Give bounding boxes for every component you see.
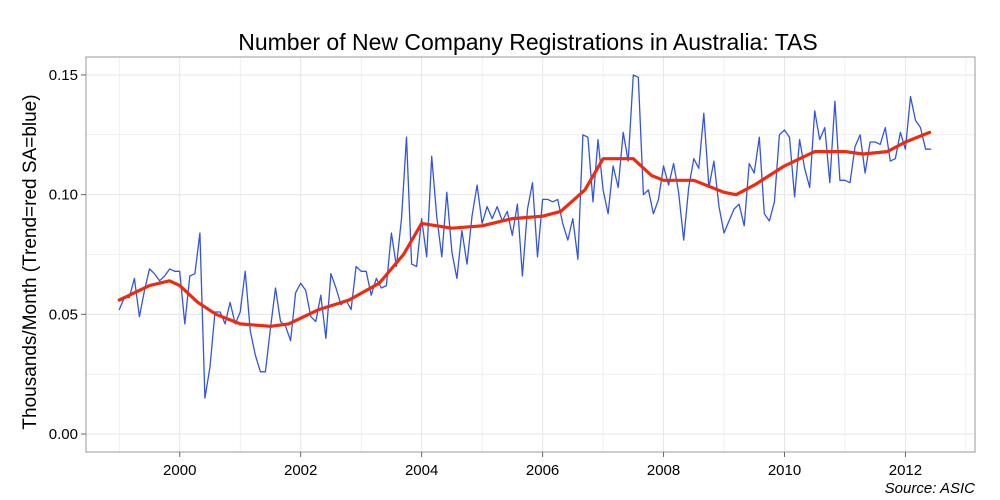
x-tick-label: 2004 [405, 462, 438, 479]
y-axis-label: Thousands/Month (Trend=red SA=blue) [20, 94, 41, 429]
chart-title: Number of New Company Registrations in A… [238, 29, 818, 55]
trend-series-line [117, 130, 932, 328]
tick-labels: 2000 2002 2004 2006 2008 2010 2012 0.00 0.05 0.10… [49, 67, 922, 479]
x-tick-label: 2010 [768, 462, 801, 479]
y-tick-label: 0.10 [49, 187, 78, 204]
y-tick-label: 0.05 [49, 306, 78, 323]
y-tick-label: 0.15 [49, 67, 78, 84]
y-tick-label: 0.00 [49, 426, 78, 443]
series-layer [117, 74, 932, 399]
grid [86, 57, 975, 452]
plot-frame [85, 56, 976, 453]
axes [81, 56, 976, 457]
source-note: Source: ASIC [885, 480, 975, 497]
sa-series-line [118, 74, 932, 399]
x-tick-label: 2000 [163, 462, 196, 479]
x-tick-label: 2006 [526, 462, 559, 479]
x-tick-label: 2002 [284, 462, 317, 479]
x-tick-label: 2012 [889, 462, 922, 479]
x-tick-label: 2008 [647, 462, 680, 479]
